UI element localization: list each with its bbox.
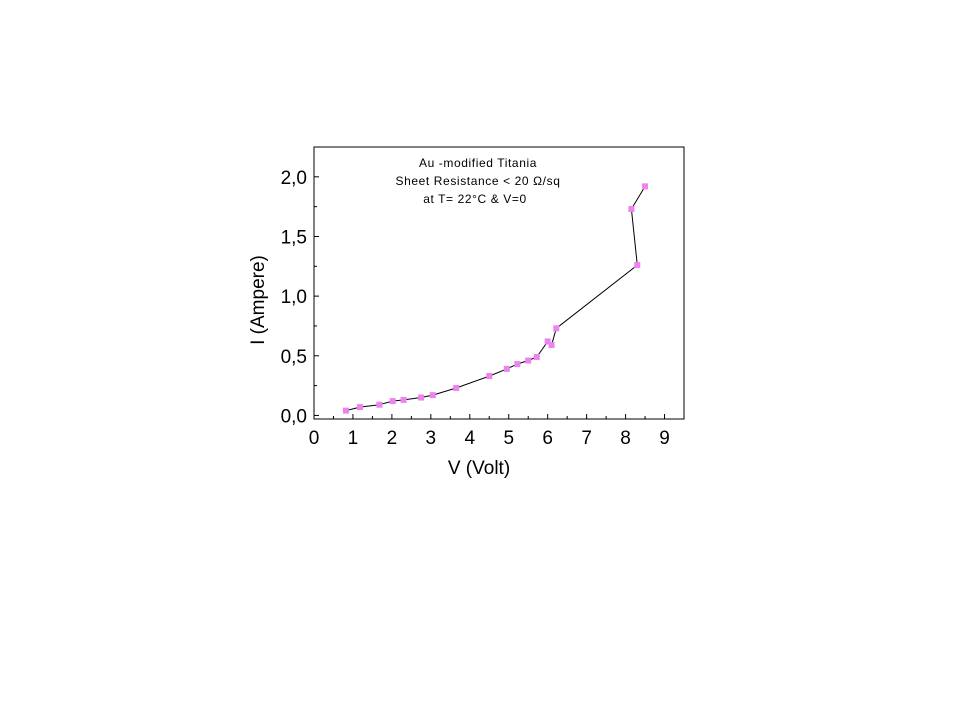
y-tick-label: 2,0: [281, 168, 307, 189]
x-tick-label: 0: [309, 428, 320, 449]
y-tick-labels: 0,0 0,5 1,0 1,5 2,0: [281, 168, 307, 428]
axis-ticks: [313, 176, 666, 419]
data-point: [503, 365, 510, 372]
y-tick-label: 1,5: [281, 227, 307, 248]
x-axis-title: V (Volt): [448, 458, 510, 479]
plot-frame: [313, 146, 685, 420]
x-tick-label: 3: [426, 428, 437, 449]
data-point: [486, 373, 493, 380]
data-point: [544, 338, 551, 345]
data-point: [342, 407, 349, 414]
x-tick-label: 1: [348, 428, 359, 449]
data-point: [634, 262, 641, 269]
x-tick-label: 4: [465, 428, 476, 449]
data-point: [376, 401, 383, 408]
x-tick-label: 7: [581, 428, 592, 449]
annotation-line-1: Au -modified Titania: [419, 156, 537, 170]
data-point: [642, 183, 649, 190]
annotation-line-2: Sheet Resistance < 20 Ω/sq: [396, 174, 561, 188]
annotation-line-3: at T= 22°C & V=0: [423, 192, 527, 206]
x-tick-labels: 0 1 2 3 4 5 6 7 8 9: [309, 428, 670, 449]
y-axis-title: I (Ampere): [248, 255, 269, 345]
data-point: [533, 353, 540, 360]
x-tick-label: 6: [542, 428, 553, 449]
y-tick-label: 0,5: [281, 347, 307, 368]
data-point: [400, 396, 407, 403]
data-point: [389, 398, 396, 405]
y-tick-label: 1,0: [281, 287, 307, 308]
data-point: [429, 392, 436, 399]
data-point: [514, 361, 521, 368]
series-markers: [342, 183, 649, 414]
data-point: [418, 394, 425, 401]
data-point: [548, 342, 555, 349]
data-point: [453, 384, 460, 391]
x-tick-label: 9: [659, 428, 670, 449]
data-point: [356, 404, 363, 411]
data-point: [553, 325, 560, 332]
data-point: [628, 206, 635, 213]
y-tick-label: 0,0: [281, 406, 307, 427]
x-tick-label: 2: [387, 428, 398, 449]
x-tick-label: 5: [503, 428, 514, 449]
series-line: [345, 186, 646, 412]
x-tick-label: 8: [620, 428, 631, 449]
data-point: [525, 357, 532, 364]
